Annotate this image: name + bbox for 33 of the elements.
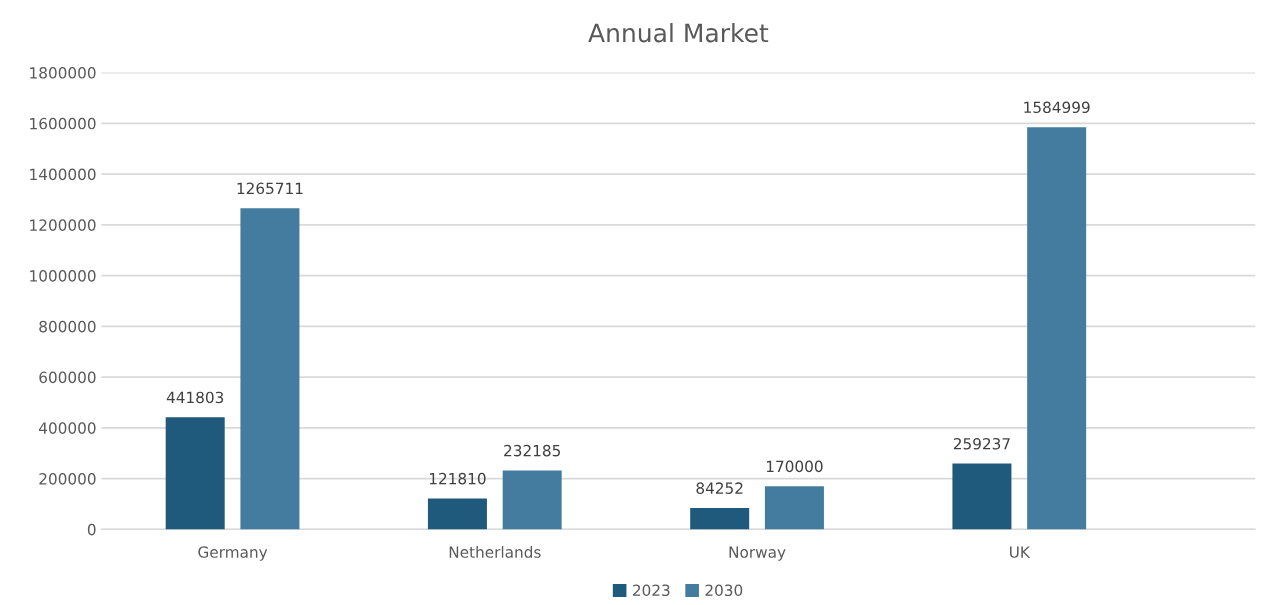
y-tick-label: 1600000 — [30, 117, 96, 130]
y-tick-label: 1000000 — [30, 270, 96, 282]
y-tick-label: 600000 — [39, 371, 96, 384]
y-tick-label: 0 — [87, 523, 96, 536]
bar — [427, 498, 487, 530]
y-tick-label: 1400000 — [30, 168, 96, 181]
chart-title: Annual Market — [588, 23, 769, 43]
bar — [690, 507, 750, 530]
y-tick-label: 1800000 — [30, 67, 96, 79]
data-label: 259237 — [953, 437, 1010, 450]
bar — [764, 486, 824, 530]
x-tick-label: UK — [1010, 546, 1031, 558]
data-label: 84252 — [696, 482, 743, 494]
bar — [165, 417, 225, 530]
x-tick-label: Norway — [729, 546, 786, 561]
x-tick-label: Germany — [198, 546, 268, 561]
y-tick-label: 400000 — [39, 422, 96, 434]
data-label: 1584999 — [1024, 101, 1090, 114]
legend-label: 2023 — [632, 584, 670, 597]
bar — [952, 463, 1012, 530]
data-label: 170000 — [766, 460, 823, 473]
legend-label: 2030 — [705, 584, 743, 597]
data-label: 121810 — [429, 472, 486, 485]
data-label: 441803 — [166, 391, 224, 404]
bar — [502, 470, 562, 530]
data-label: 1265711 — [237, 182, 303, 195]
bar — [240, 208, 300, 530]
data-label: 232185 — [504, 444, 560, 457]
y-tick-label: 1200000 — [30, 219, 96, 231]
bar — [1027, 127, 1087, 530]
y-tick-label: 800000 — [39, 320, 96, 333]
x-tick-label: Netherlands — [449, 546, 541, 558]
y-tick-label: 200000 — [39, 473, 96, 485]
